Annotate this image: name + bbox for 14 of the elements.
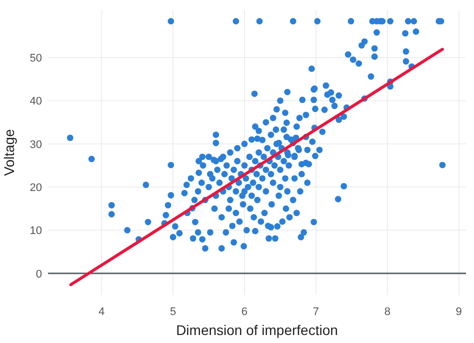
y-tick-label: 20 <box>30 182 42 194</box>
x-tick-label: 7 <box>312 306 320 318</box>
x-axis-title: Dimension of imperfection <box>176 322 338 338</box>
x-tick-label: 4 <box>98 306 105 318</box>
y-tick-label: 0 <box>36 268 42 280</box>
y-tick-label: 30 <box>30 138 42 151</box>
y-axis-title: Voltage <box>1 128 17 176</box>
y-tick-label: 10 <box>30 225 42 238</box>
x-tick-label: 8 <box>384 306 390 318</box>
x-tick-label: 5 <box>170 306 176 318</box>
x-tick-label: 6 <box>241 306 248 318</box>
x-tick-label: 9 <box>456 306 462 318</box>
y-tick-label: 40 <box>30 96 42 108</box>
y-tick-label: 50 <box>30 52 42 64</box>
